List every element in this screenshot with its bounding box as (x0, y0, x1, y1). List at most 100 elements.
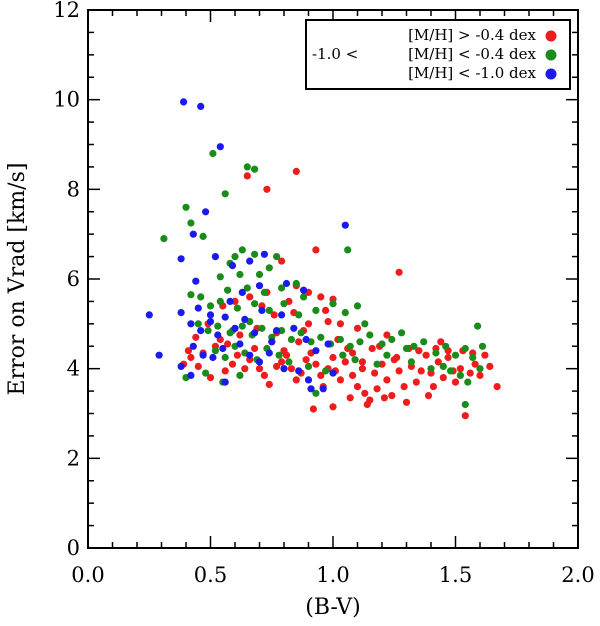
point-metal-rich (251, 344, 259, 353)
point-metal-rich (336, 376, 344, 384)
point-intermediate (209, 149, 217, 158)
point-intermediate (402, 344, 411, 353)
legend-marker-intermediate (545, 49, 557, 61)
point-intermediate (451, 351, 460, 359)
point-metal-poor (180, 98, 188, 106)
point-metal-poor (341, 221, 349, 229)
point-metal-poor (265, 349, 273, 357)
point-metal-rich (278, 257, 286, 265)
point-intermediate (160, 235, 168, 243)
point-intermediate (285, 358, 293, 366)
point-intermediate (427, 365, 435, 373)
y-tick-label: 6 (67, 267, 80, 291)
point-metal-poor (302, 335, 310, 344)
point-intermediate (373, 360, 381, 368)
point-intermediate (420, 338, 428, 346)
point-metal-rich (246, 293, 254, 301)
point-intermediate (351, 356, 359, 364)
point-metal-rich (292, 376, 300, 384)
point-intermediate (469, 353, 477, 362)
point-metal-poor (319, 385, 327, 393)
point-intermediate (224, 286, 232, 294)
point-intermediate (251, 165, 259, 173)
point-metal-rich (287, 365, 295, 373)
point-intermediate (410, 342, 418, 350)
point-metal-rich (412, 378, 420, 386)
point-metal-poor (214, 331, 222, 339)
point-metal-rich (358, 365, 366, 373)
point-intermediate (204, 327, 212, 335)
point-metal-rich (192, 333, 200, 341)
point-intermediate (304, 362, 313, 370)
point-metal-rich (461, 412, 469, 420)
point-intermediate (297, 329, 305, 337)
point-intermediate (214, 322, 222, 330)
point-intermediate (442, 342, 450, 350)
point-intermediate (339, 351, 347, 359)
point-metal-rich (184, 347, 192, 355)
point-metal-poor (187, 371, 195, 379)
x-tick-label: 0.0 (71, 563, 104, 587)
point-metal-rich (388, 392, 396, 400)
point-metal-poor (231, 324, 239, 332)
point-intermediate (476, 365, 484, 373)
point-metal-poor (197, 327, 205, 335)
point-intermediate (236, 270, 244, 279)
point-metal-poor (206, 311, 215, 319)
legend-label-metal-poor: [M/H] < -1.0 dex (408, 64, 536, 82)
point-metal-poor (199, 351, 207, 359)
point-metal-rich (312, 360, 320, 368)
point-metal-rich (466, 369, 474, 377)
point-metal-rich (278, 358, 286, 366)
point-intermediate (336, 335, 344, 344)
point-metal-poor (155, 351, 163, 359)
point-metal-rich (456, 365, 464, 373)
point-metal-poor (246, 351, 254, 359)
point-metal-rich (273, 362, 281, 370)
point-metal-rich (380, 394, 388, 402)
point-intermediate (361, 320, 369, 328)
point-intermediate (461, 344, 469, 353)
point-metal-poor (300, 286, 308, 294)
point-metal-poor (246, 257, 254, 265)
point-intermediate (407, 358, 415, 366)
legend-label-metal-rich: [M/H] > -0.4 dex (408, 26, 536, 44)
point-intermediate (287, 335, 295, 344)
point-metal-rich (353, 383, 362, 391)
point-intermediate (199, 232, 207, 240)
point-metal-rich (228, 360, 237, 368)
point-metal-rich (400, 383, 408, 391)
point-metal-poor (221, 378, 229, 386)
data-points (145, 98, 501, 420)
point-intermediate (461, 400, 469, 409)
point-metal-rich (358, 358, 366, 366)
x-tick-label: 1.0 (316, 563, 349, 587)
point-intermediate (456, 371, 464, 379)
point-intermediate (258, 324, 266, 332)
point-metal-rich (265, 380, 273, 388)
point-intermediate (474, 322, 482, 330)
point-intermediate (353, 302, 362, 310)
point-metal-rich (417, 367, 425, 375)
point-metal-rich (322, 306, 330, 314)
point-intermediate (216, 273, 224, 281)
point-intermediate (322, 367, 330, 375)
point-metal-rich (302, 356, 310, 364)
point-metal-rich (371, 369, 379, 377)
point-metal-rich (439, 374, 447, 382)
point-intermediate (187, 291, 195, 299)
point-intermediate (366, 331, 374, 339)
point-intermediate (312, 389, 320, 397)
point-metal-poor (189, 230, 197, 238)
point-metal-rich (341, 358, 349, 366)
point-metal-rich (346, 394, 354, 402)
point-intermediate (182, 203, 190, 211)
point-intermediate (216, 297, 224, 305)
point-metal-rich (309, 405, 317, 413)
point-metal-rich (295, 338, 303, 346)
point-metal-rich (304, 320, 313, 328)
point-intermediate (194, 320, 202, 328)
point-metal-poor (241, 315, 249, 323)
point-metal-poor (258, 306, 266, 314)
point-intermediate (255, 270, 264, 279)
